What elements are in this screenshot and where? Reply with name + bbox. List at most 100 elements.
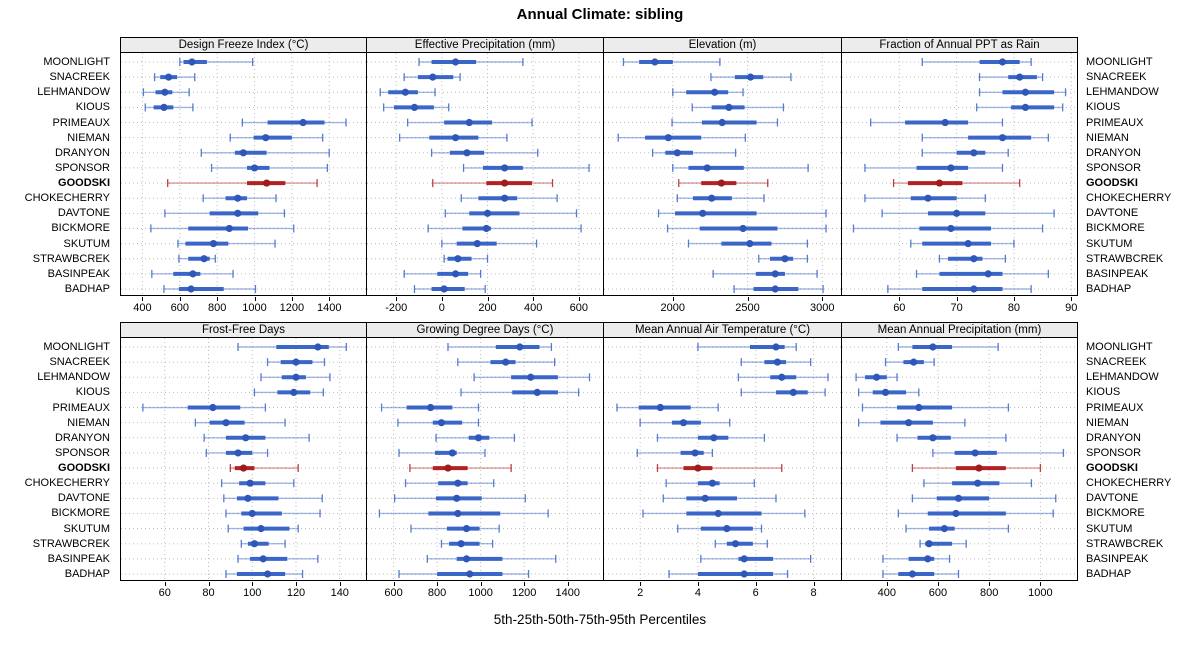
panel-canvas [367, 338, 603, 580]
site-label-sponsor: SPONSOR [1086, 446, 1142, 459]
site-series-chokecherry [864, 194, 986, 203]
panel-title: Effective Precipitation (mm) [414, 39, 556, 51]
median-dot [935, 179, 944, 187]
site-label-badhap: BADHAP [1086, 282, 1132, 295]
site-series-kious [144, 103, 194, 112]
site-series-snacreek [884, 358, 935, 367]
median-dot [189, 270, 197, 278]
site-series-lehmandow [978, 88, 1067, 97]
site-series-primeaux [861, 403, 1010, 412]
median-dot [872, 373, 881, 381]
x-tick [755, 582, 757, 586]
site-series-snacreek [978, 73, 1044, 82]
median-dot [262, 134, 270, 142]
x-tick [208, 582, 210, 586]
median-dot [426, 403, 435, 412]
site-label-snacreek: SNACREEK [49, 356, 110, 369]
median-dot [908, 570, 916, 578]
site-labels-right: MOONLIGHT SNACREEK LEHMANDOW KIOUS PRIMEAUX N… [1082, 337, 1200, 581]
x-tick [886, 582, 888, 586]
median-dot [454, 479, 462, 487]
site-series-dranyon [651, 148, 737, 157]
site-label-basinpeak: BASINPEAK [47, 267, 110, 280]
site-series-nieman [398, 133, 508, 142]
site-series-dranyon [921, 148, 1009, 157]
x-tick [1071, 297, 1073, 301]
x-tick-label: 70 [950, 302, 963, 314]
panel [366, 337, 604, 581]
site-series-lehmandow [142, 88, 190, 97]
median-dot [234, 209, 242, 217]
site-series-dranyon [200, 148, 330, 157]
median-dot [483, 209, 492, 217]
site-label-primeaux: PRIMEAUX [1086, 401, 1144, 414]
median-dot [463, 149, 471, 157]
x-tick-label: 600 [170, 302, 189, 314]
site-label-snacreek: SNACREEK [1086, 356, 1147, 369]
median-dot [290, 388, 298, 396]
median-dot [929, 343, 937, 351]
x-tick-label: 0 [438, 302, 445, 314]
x-tick [441, 297, 443, 301]
site-series-davtone [911, 494, 1057, 503]
x-tick-label: 2000 [660, 302, 686, 314]
x-tick-label: 90 [1065, 302, 1078, 314]
site-series-nieman [639, 418, 731, 427]
panel [603, 52, 842, 296]
x-tick [1013, 297, 1015, 301]
panel-canvas [121, 338, 366, 580]
median-dot [773, 358, 782, 366]
panel [603, 337, 842, 581]
site-series-dranyon [896, 433, 1007, 442]
site-series-chokecherry [923, 479, 1033, 488]
x-tick [179, 297, 181, 301]
site-label-skutum: SKUTUM [63, 522, 110, 535]
site-series-primeaux [616, 403, 719, 412]
panel-canvas [367, 53, 603, 295]
site-series-chokecherry [202, 194, 277, 203]
site-series-nieman [397, 418, 480, 427]
median-dot [746, 73, 755, 81]
site-series-strawbcrek [938, 254, 1007, 263]
median-dot [160, 103, 168, 111]
median-dot [746, 239, 754, 248]
site-series-basinpeak [426, 554, 557, 563]
site-series-chokecherry [676, 194, 765, 203]
x-tick [672, 297, 674, 301]
x-tick [329, 297, 331, 301]
median-dot [998, 134, 1007, 142]
x-tick-label: 8 [810, 587, 817, 599]
site-series-moonlight [237, 343, 347, 351]
site-label-kious: KIOUS [75, 386, 110, 399]
site-label-moonlight: MOONLIGHT [1086, 56, 1153, 68]
median-dot [292, 358, 300, 366]
site-series-basinpeak [151, 269, 234, 278]
site-series-moonlight [418, 58, 524, 66]
median-dot [454, 255, 462, 263]
site-series-goodski [409, 464, 512, 473]
panel-strip: Mean Annual Precipitation (mm) [841, 322, 1078, 338]
site-series-moonlight [921, 58, 1032, 66]
x-tick-label: 1000 [242, 302, 267, 314]
median-dot [970, 285, 978, 293]
x-tick-label: 80 [1007, 302, 1021, 314]
site-series-davtone [662, 494, 777, 503]
site-label-strawbcrek: STRAWBCREK [32, 537, 110, 550]
site-label-dranyon: DRANYON [54, 146, 110, 159]
site-series-snacreek [153, 73, 196, 82]
site-series-primeaux [241, 118, 347, 127]
x-tick-label: 600 [928, 587, 948, 599]
site-series-chokecherry [460, 194, 558, 203]
median-dot [465, 118, 473, 127]
site-label-moonlight: MOONLIGHT [43, 341, 110, 353]
median-dot [664, 134, 672, 142]
site-label-sponsor: SPONSOR [54, 161, 110, 174]
median-dot [246, 479, 254, 487]
x-tick-label: 2 [637, 587, 644, 599]
site-series-skutum [227, 524, 299, 533]
x-tick-label: 140 [330, 587, 349, 599]
plot-title: Annual Climate: sibling [516, 6, 684, 23]
median-dot [222, 419, 230, 427]
x-axis: 60 70 80 90 [842, 297, 1077, 319]
site-series-sponsor [932, 448, 1065, 457]
